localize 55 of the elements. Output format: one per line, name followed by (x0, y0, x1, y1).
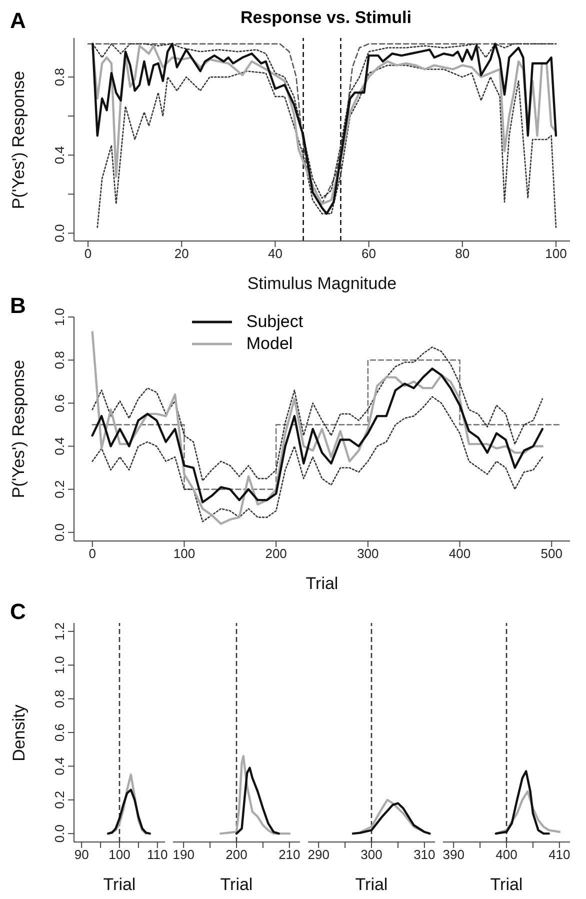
y-tick-label: 0.4 (52, 437, 67, 456)
x-tick-label: 0 (84, 246, 92, 262)
chart-title: Response vs. Stimuli (240, 8, 412, 27)
x-tick-label: 100 (173, 546, 196, 562)
y-tick-label: 0.2 (52, 480, 67, 498)
x-tick-label: 300 (360, 847, 382, 862)
y-tick-label: 1.0 (52, 308, 67, 326)
x-tick-label: 40 (268, 246, 282, 262)
y-tick-label: 0.0 (52, 224, 67, 242)
x-tick-label: 90 (74, 847, 89, 862)
legend-label: Model (246, 334, 293, 354)
x-tick-label: 0 (88, 546, 96, 562)
x-tick-label: 390 (442, 847, 464, 862)
y-tick-label: 0.4 (52, 146, 67, 164)
x-tick-label: 400 (496, 847, 518, 862)
x-tick-label: 190 (172, 847, 194, 862)
y-tick-label: 0.6 (52, 723, 67, 742)
y-tick-label: 0.8 (52, 690, 67, 708)
x-tick-label: 200 (265, 546, 287, 562)
x-axis-title: Stimulus Magnitude (247, 274, 397, 293)
x-tick-label: 300 (357, 546, 379, 562)
x-tick-label: 200 (226, 847, 248, 862)
text: A (10, 8, 26, 34)
y-axis-title: Density (9, 704, 29, 761)
x-tick-label: 20 (174, 246, 189, 262)
x-tick-label: 500 (540, 546, 562, 562)
y-axis-title: P('Yes') Response (9, 360, 29, 498)
y-tick-label: 0.8 (52, 68, 67, 86)
y-tick-label: 1.0 (52, 656, 67, 674)
y-tick-label: 0.0 (52, 824, 67, 843)
y-tick-label: 0.2 (52, 790, 67, 809)
text: B (10, 293, 26, 319)
x-axis-title: Trial (490, 875, 523, 894)
x-axis-title: Trial (103, 875, 136, 894)
x-tick-label: 310 (414, 847, 436, 862)
y-tick-label: 0.8 (52, 351, 67, 370)
text: C (10, 599, 26, 625)
x-axis-title: Trial (306, 574, 338, 593)
x-tick-label: 60 (362, 246, 376, 262)
x-tick-label: 410 (548, 847, 570, 862)
x-axis-title: Trial (355, 875, 388, 894)
x-tick-label: 80 (455, 246, 470, 262)
y-axis-title: P('Yes') Response (9, 70, 29, 209)
x-tick-label: 400 (448, 546, 471, 562)
x-axis-title: Trial (220, 875, 253, 894)
x-tick-label: 100 (545, 246, 567, 262)
legend-label: Subject (246, 312, 304, 332)
y-tick-label: 0.0 (52, 523, 67, 542)
x-tick-label: 110 (147, 847, 168, 862)
x-tick-label: 290 (308, 847, 330, 862)
y-tick-label: 0.6 (52, 394, 67, 412)
y-tick-label: 0.4 (52, 757, 67, 776)
x-tick-label: 100 (108, 847, 130, 862)
y-tick-label: 1.2 (52, 622, 67, 640)
x-tick-label: 210 (278, 847, 300, 862)
